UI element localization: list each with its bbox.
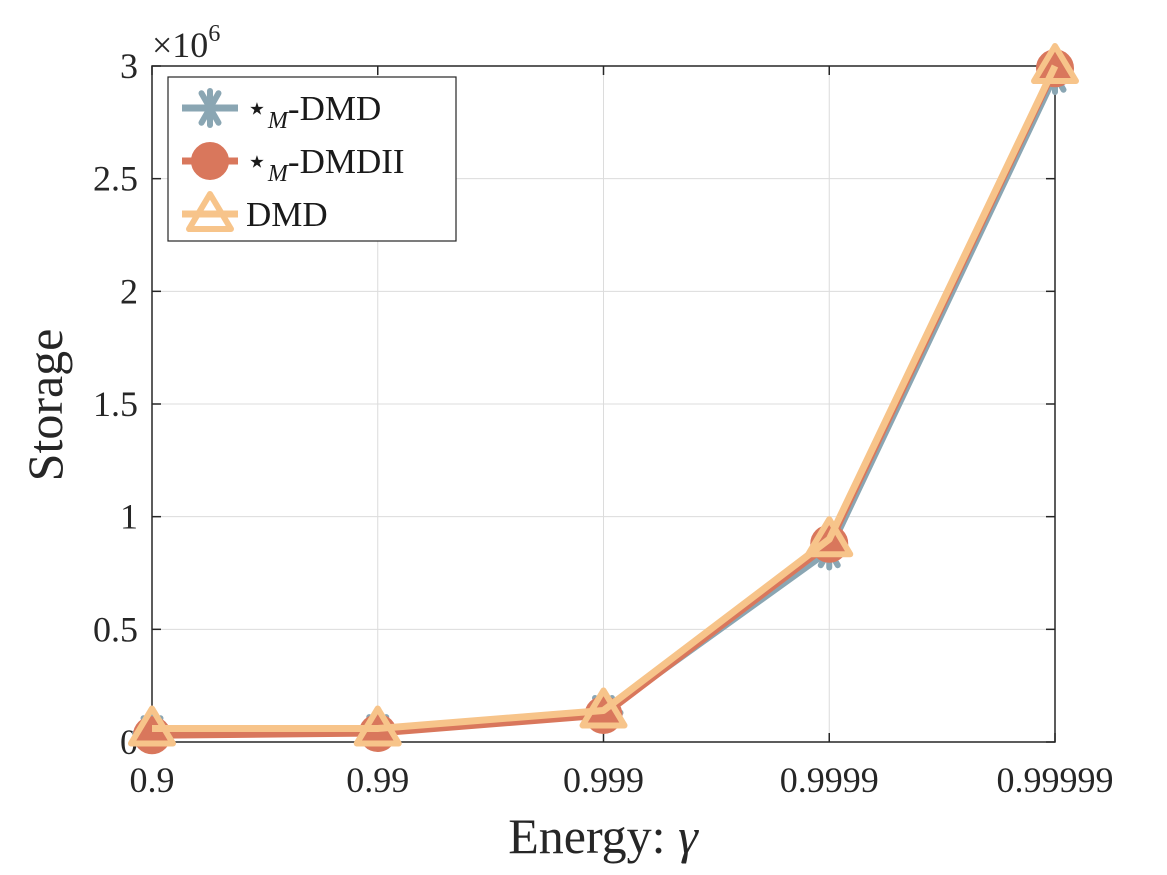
x-axis-title: Energy: γ	[508, 808, 699, 864]
y-exponent-label: ×106	[152, 21, 220, 65]
legend-star-symbol: ⋆	[246, 89, 268, 128]
y-tick-label: 2	[120, 271, 138, 311]
legend-label: DMD	[246, 195, 328, 234]
y-axis-title: Storage	[17, 329, 73, 482]
y-axis-ticks: 00.511.522.53	[93, 46, 1055, 762]
legend-label: ⋆M-DMDII	[246, 142, 405, 187]
x-tick-label: 0.99	[346, 760, 409, 800]
data-series	[128, 43, 1079, 755]
legend-item-3: DMD	[182, 191, 328, 234]
legend-name: -DMD	[288, 89, 381, 128]
x-tick-label: 0.999	[563, 760, 644, 800]
y-tick-label: 2.5	[93, 159, 138, 199]
legend-name: DMD	[246, 195, 328, 234]
x-tick-label: 0.9	[130, 760, 175, 800]
asterisk-marker	[190, 88, 230, 128]
series-line	[152, 64, 1059, 732]
triangle-marker	[128, 705, 176, 747]
triangle-marker	[805, 516, 854, 558]
triangle-marker	[186, 191, 234, 232]
legend-subscript: M	[267, 161, 290, 187]
triangle-marker	[1031, 43, 1079, 84]
y-tick-label: 3	[120, 46, 138, 86]
legend-name: -DMDII	[288, 142, 405, 181]
circle-marker	[191, 142, 229, 180]
y-tick-label: 1.5	[93, 384, 138, 424]
y-tick-label: 1	[120, 497, 138, 537]
legend-item-1: ⋆M-DMD	[182, 88, 381, 134]
legend-label: ⋆M-DMD	[246, 89, 381, 134]
legend-item-2: ⋆M-DMDII	[182, 142, 405, 187]
legend-star-symbol: ⋆	[246, 142, 268, 181]
x-tick-label: 0.99999	[997, 760, 1114, 800]
series-3	[128, 43, 1079, 747]
triangle-marker	[579, 687, 628, 729]
x-axis-ticks: 0.9 0.99 0.999 0.9999 0.99999	[130, 66, 1114, 800]
triangle-marker	[353, 705, 402, 747]
y-tick-label: 0.5	[93, 609, 138, 649]
x-tick-label: 0.9999	[780, 760, 879, 800]
legend-subscript: M	[267, 108, 290, 134]
